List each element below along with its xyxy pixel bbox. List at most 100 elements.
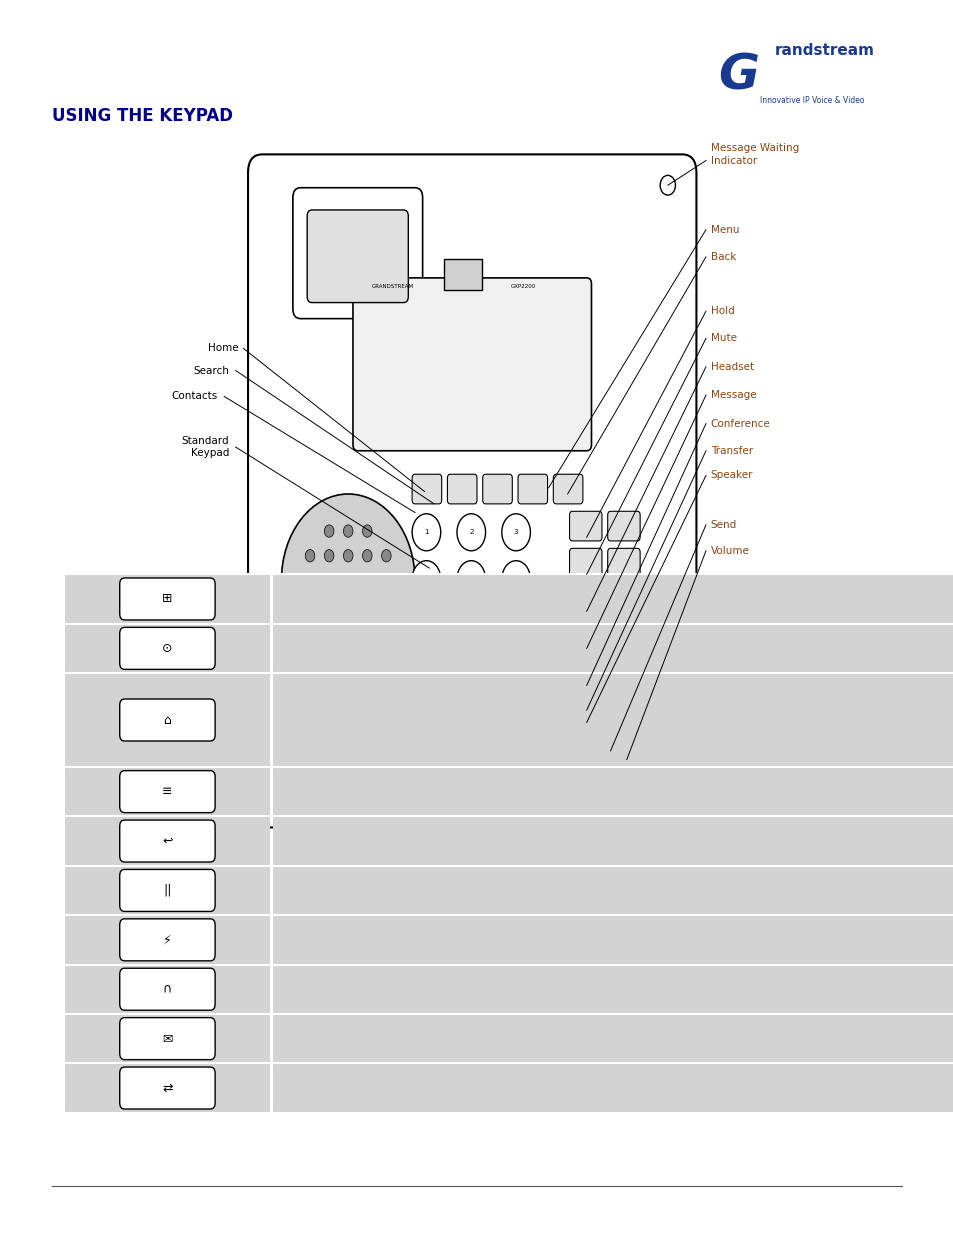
FancyBboxPatch shape	[120, 771, 214, 813]
Text: Transfer: Transfer	[710, 446, 752, 456]
Bar	[273, 816, 953, 866]
Circle shape	[412, 514, 440, 551]
Bar	[273, 624, 953, 673]
FancyBboxPatch shape	[120, 1067, 214, 1109]
Text: Standard
Keypad: Standard Keypad	[181, 436, 229, 458]
FancyBboxPatch shape	[569, 697, 608, 726]
Text: *: *	[424, 671, 428, 676]
Circle shape	[412, 608, 440, 645]
FancyBboxPatch shape	[607, 659, 639, 689]
FancyBboxPatch shape	[607, 511, 639, 541]
Text: G: G	[718, 52, 759, 99]
FancyBboxPatch shape	[248, 154, 696, 827]
Circle shape	[305, 599, 314, 611]
Circle shape	[501, 514, 530, 551]
Text: ⊙: ⊙	[162, 642, 172, 655]
Text: 0: 0	[469, 671, 473, 676]
Circle shape	[501, 561, 530, 598]
Circle shape	[324, 599, 334, 611]
Bar	[65, 1063, 270, 1113]
FancyBboxPatch shape	[120, 919, 214, 961]
Circle shape	[381, 574, 391, 587]
Text: Conference: Conference	[710, 419, 770, 429]
FancyBboxPatch shape	[353, 278, 591, 451]
Text: ↩: ↩	[162, 835, 172, 847]
Circle shape	[456, 608, 485, 645]
Text: GRANDSTREAM: GRANDSTREAM	[372, 284, 414, 289]
Text: USING THE KEYPAD: USING THE KEYPAD	[52, 107, 233, 126]
Text: 1: 1	[424, 530, 428, 535]
FancyBboxPatch shape	[607, 585, 639, 615]
Text: Contacts: Contacts	[172, 391, 217, 401]
Bar	[65, 1014, 270, 1063]
Circle shape	[343, 599, 353, 611]
FancyBboxPatch shape	[120, 968, 214, 1010]
Circle shape	[343, 525, 353, 537]
Text: Message: Message	[710, 390, 756, 400]
FancyBboxPatch shape	[120, 820, 214, 862]
Circle shape	[659, 175, 675, 195]
Text: Mute: Mute	[710, 333, 736, 343]
FancyBboxPatch shape	[307, 210, 408, 303]
Circle shape	[305, 550, 314, 562]
FancyBboxPatch shape	[569, 511, 601, 541]
Circle shape	[412, 561, 440, 598]
Circle shape	[305, 574, 314, 587]
Circle shape	[501, 655, 530, 692]
FancyBboxPatch shape	[447, 474, 476, 504]
Text: ||: ||	[163, 884, 172, 897]
Text: ⚡: ⚡	[163, 934, 172, 946]
FancyBboxPatch shape	[569, 659, 601, 689]
Text: 4: 4	[424, 577, 428, 582]
Bar	[65, 965, 270, 1014]
Bar	[273, 574, 953, 624]
Bar	[273, 1014, 953, 1063]
Text: Innovative IP Voice & Video: Innovative IP Voice & Video	[760, 96, 864, 105]
Text: Headset: Headset	[710, 362, 753, 372]
Text: Back: Back	[710, 252, 736, 262]
Text: 6: 6	[514, 577, 517, 582]
FancyBboxPatch shape	[293, 188, 422, 319]
Circle shape	[343, 624, 353, 636]
Text: ∩: ∩	[163, 983, 172, 995]
Circle shape	[324, 550, 334, 562]
Text: ✉: ✉	[162, 1032, 172, 1045]
Text: Home: Home	[208, 343, 238, 353]
Circle shape	[501, 608, 530, 645]
Circle shape	[362, 550, 372, 562]
Bar	[65, 915, 270, 965]
Text: Send: Send	[710, 520, 737, 530]
FancyBboxPatch shape	[120, 869, 214, 911]
Text: #: #	[513, 671, 518, 676]
Circle shape	[456, 561, 485, 598]
Text: ⇄: ⇄	[162, 1082, 172, 1094]
FancyBboxPatch shape	[607, 548, 639, 578]
Text: Volume: Volume	[710, 546, 749, 556]
Circle shape	[362, 525, 372, 537]
Text: 9: 9	[514, 624, 517, 629]
Text: 2: 2	[469, 530, 473, 535]
Circle shape	[362, 624, 372, 636]
FancyBboxPatch shape	[553, 474, 582, 504]
Text: 7: 7	[424, 624, 428, 629]
Text: ≡: ≡	[162, 785, 172, 798]
FancyBboxPatch shape	[120, 627, 214, 669]
Circle shape	[362, 599, 372, 611]
Text: Hold: Hold	[710, 306, 734, 316]
Circle shape	[412, 655, 440, 692]
FancyBboxPatch shape	[482, 474, 512, 504]
FancyBboxPatch shape	[569, 548, 601, 578]
Circle shape	[381, 599, 391, 611]
FancyBboxPatch shape	[607, 622, 639, 652]
Circle shape	[456, 655, 485, 692]
FancyBboxPatch shape	[329, 659, 462, 798]
Bar	[65, 574, 270, 624]
Text: randstream: randstream	[774, 43, 874, 58]
Bar	[273, 673, 953, 767]
Bar	[273, 965, 953, 1014]
FancyBboxPatch shape	[621, 697, 660, 726]
Text: Search: Search	[193, 366, 229, 375]
FancyBboxPatch shape	[120, 699, 214, 741]
Text: ⌂: ⌂	[163, 714, 172, 726]
Bar	[273, 767, 953, 816]
